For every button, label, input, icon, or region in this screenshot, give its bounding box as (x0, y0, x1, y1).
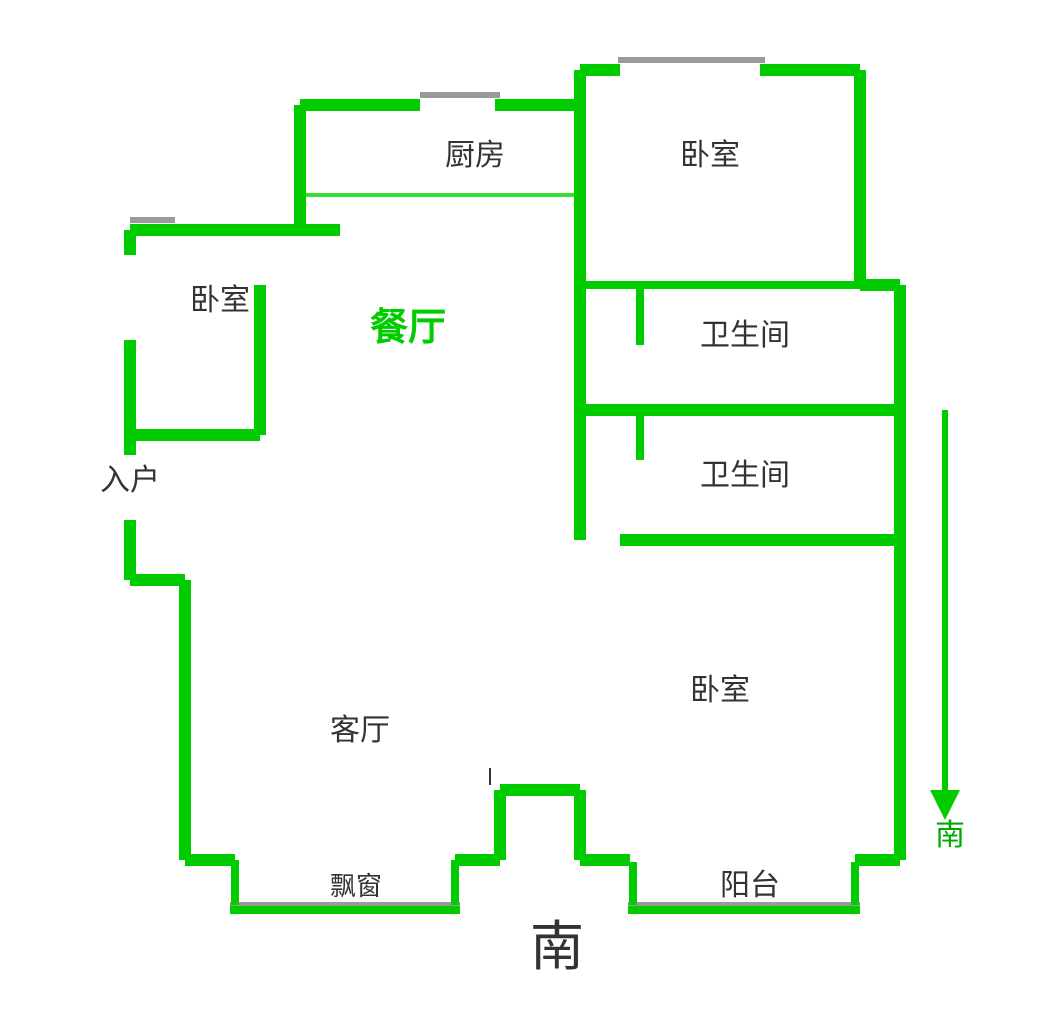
label-south_big: 南 (530, 917, 584, 977)
label-south_dir: 南 (935, 819, 965, 852)
label-bath1: 卫生间 (700, 319, 790, 352)
label-living: 客厅 (330, 714, 390, 747)
label-balcony: 阳台 (720, 869, 780, 902)
label-entry: 入户 (100, 464, 160, 497)
compass-arrow-head (930, 790, 960, 820)
label-bedroom_ne: 卧室 (680, 139, 740, 172)
label-bedroom_nw: 卧室 (190, 284, 250, 317)
label-bath2: 卫生间 (700, 459, 790, 492)
label-baywindow: 飘窗 (330, 871, 382, 901)
label-dining: 餐厅 (370, 307, 446, 349)
floor-plan: 厨房卧室卧室餐厅卫生间卫生间入户客厅卧室飘窗阳台南南 (0, 0, 1047, 1020)
label-kitchen: 厨房 (445, 139, 505, 172)
label-bedroom_s: 卧室 (690, 674, 750, 707)
